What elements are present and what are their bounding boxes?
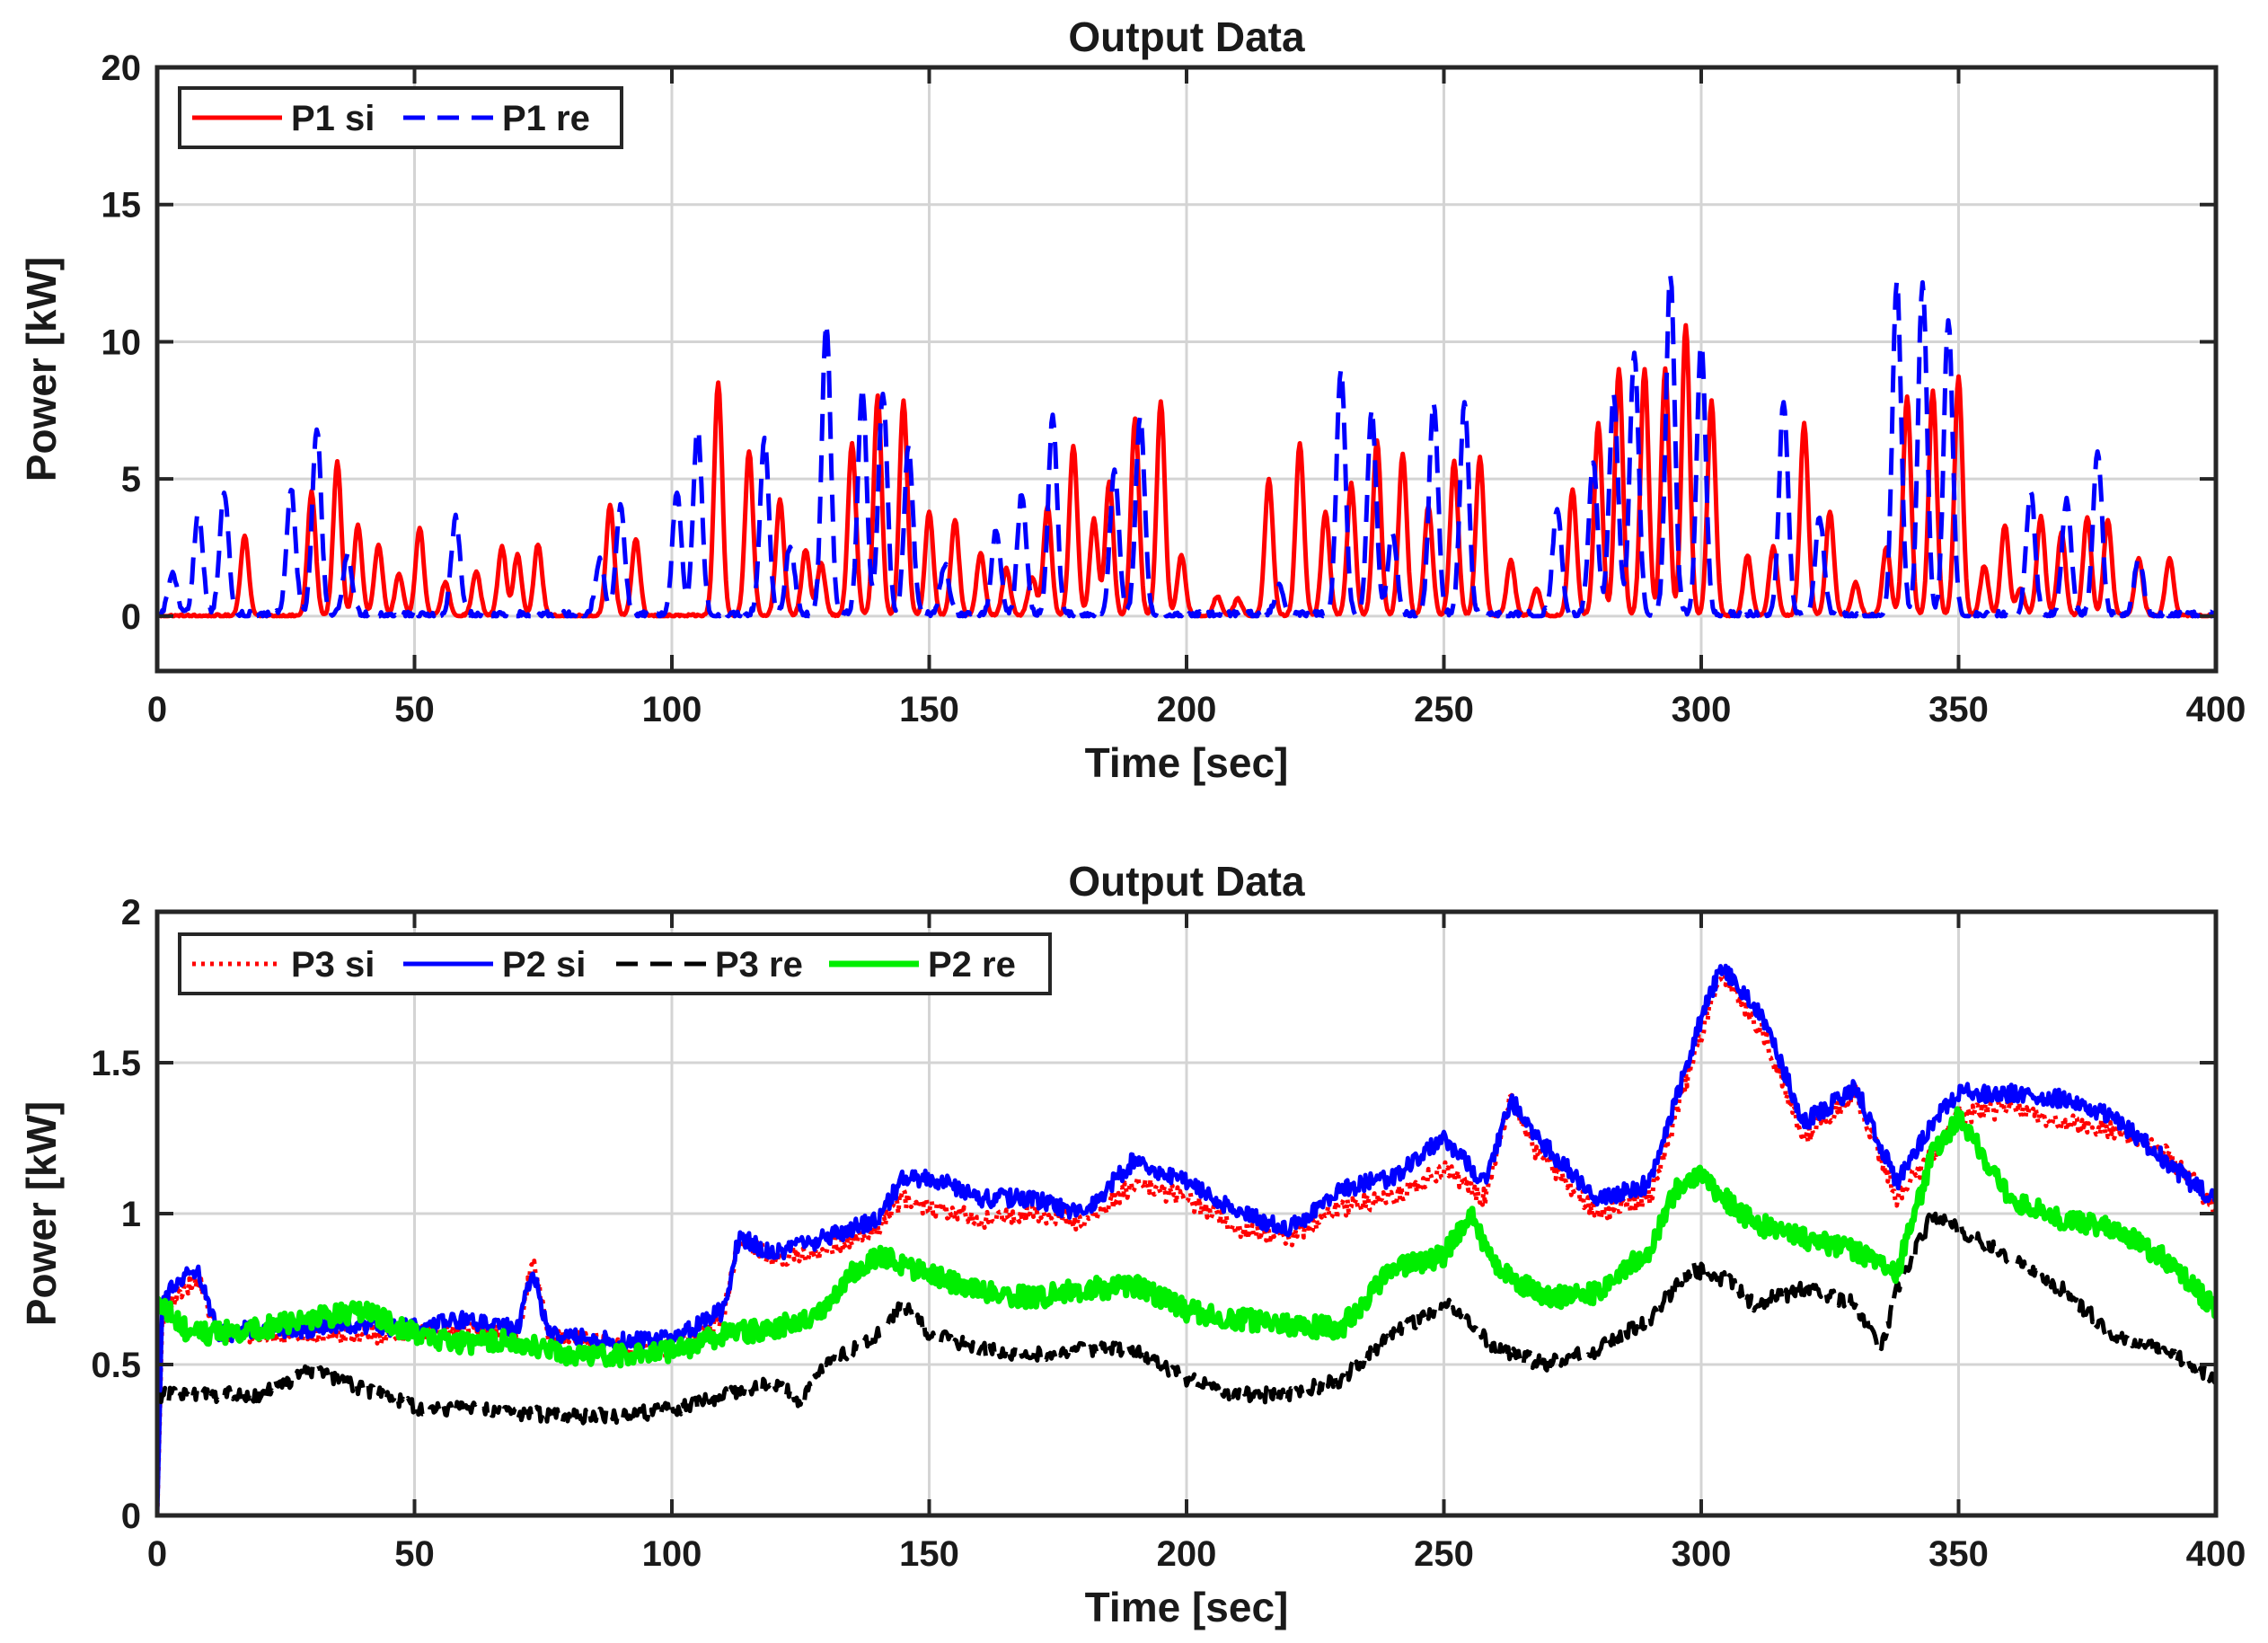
x-axis-label: Time [sec] [1085, 739, 1289, 786]
x-tick-label: 400 [2186, 1534, 2246, 1574]
y-tick-label: 5 [121, 460, 141, 499]
y-tick-label: 0.5 [91, 1346, 141, 1385]
y-axis-label: Power [kW] [18, 257, 65, 481]
x-tick-label: 50 [394, 690, 435, 729]
x-tick-label: 50 [394, 1534, 435, 1574]
top-chart-panel: 0 50 100 150 200 250 300 350 400 0 5 10 15 20 Output D… [18, 13, 2246, 786]
legend-label: P2 re [928, 945, 1016, 985]
y-tick-label: 0 [121, 1497, 141, 1536]
y-tick-label: 15 [101, 186, 142, 225]
chart-title: Output Data [1068, 858, 1305, 905]
x-tick-label: 100 [642, 1534, 702, 1574]
series-line-p2-re [157, 1106, 2216, 1369]
x-tick-label: 150 [899, 690, 959, 729]
chart-title: Output Data [1068, 13, 1305, 60]
legend-label: P3 re [715, 945, 803, 985]
x-tick-label: 150 [899, 1534, 959, 1574]
y-tick-label: 1.5 [91, 1044, 141, 1083]
legend-label: P2 si [502, 945, 586, 985]
x-tick-label: 300 [1672, 1534, 1732, 1574]
x-tick-label: 0 [147, 690, 167, 729]
y-tick-label: 2 [121, 893, 141, 932]
x-tick-label: 350 [1928, 1534, 1989, 1574]
y-tick-label: 1 [121, 1195, 141, 1234]
series-group [157, 273, 2216, 619]
legend-label: P1 re [502, 99, 590, 138]
x-tick-label: 350 [1928, 690, 1989, 729]
x-tick-label: 200 [1157, 1534, 1217, 1574]
legend-label: P3 si [291, 945, 375, 985]
x-tick-label: 200 [1157, 690, 1217, 729]
y-tick-label: 20 [101, 49, 142, 88]
x-tick-label: 400 [2186, 690, 2246, 729]
x-tick-label: 250 [1414, 1534, 1474, 1574]
y-tick-label: 10 [101, 322, 142, 362]
y-axis-label: Power [kW] [18, 1101, 65, 1326]
legend: P3 si P2 si P3 re P2 re [178, 932, 1052, 995]
series-line-p1-re [157, 273, 2216, 619]
series-group [157, 963, 2216, 1515]
x-axis-label: Time [sec] [1085, 1584, 1289, 1630]
x-tick-label: 250 [1414, 690, 1474, 729]
series-line-p3-re [157, 1209, 2216, 1426]
x-tick-label: 0 [147, 1534, 167, 1574]
legend: P1 si P1 re [178, 86, 623, 149]
bottom-chart-panel: 0 50 100 150 200 250 300 350 400 0 0.5 1 1.5 2 Output … [18, 858, 2246, 1630]
series-line-p2-si [157, 963, 2216, 1515]
x-tick-label: 100 [642, 690, 702, 729]
y-tick-label: 0 [121, 597, 141, 637]
legend-label: P1 si [291, 99, 375, 138]
x-tick-label: 300 [1672, 690, 1732, 729]
